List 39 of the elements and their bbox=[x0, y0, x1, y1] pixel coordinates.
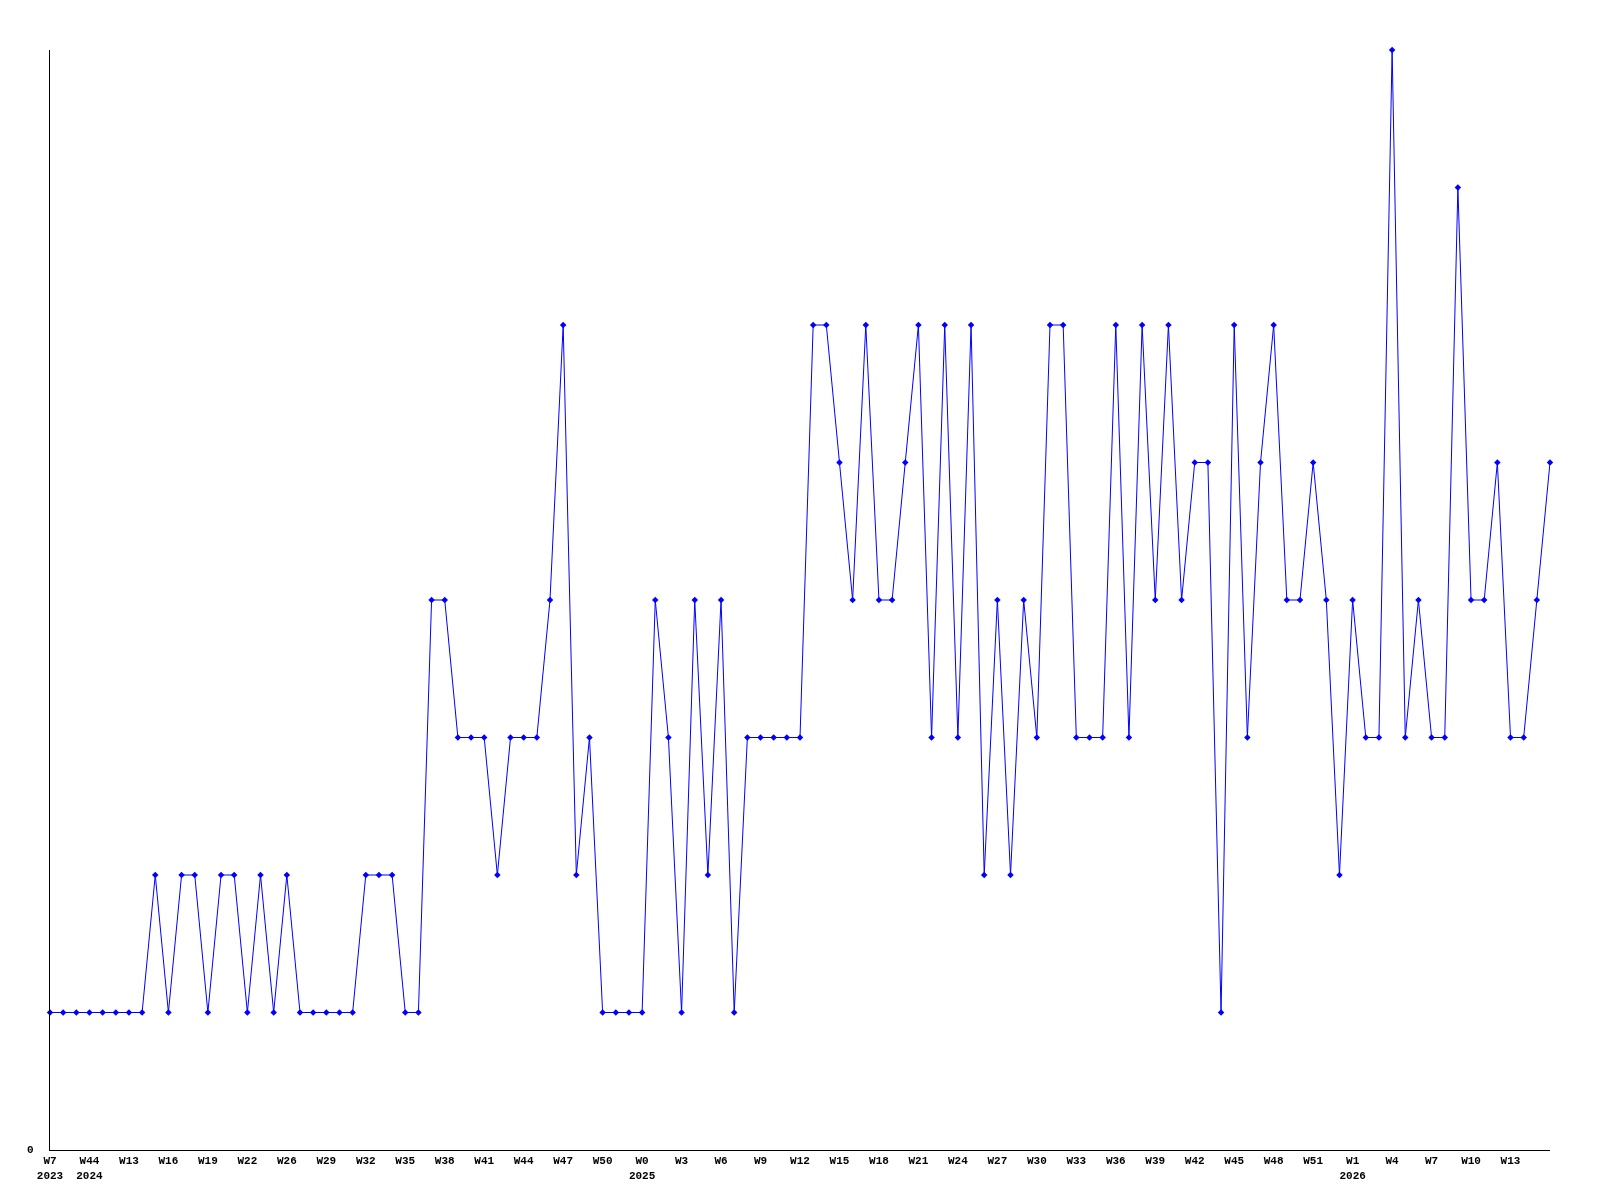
x-tick-label: W44 2024 bbox=[76, 1155, 104, 1182]
x-tick-label: W27 bbox=[987, 1155, 1008, 1168]
x-tick-label: W26 bbox=[276, 1155, 297, 1168]
x-tick-label: W13 bbox=[1500, 1155, 1521, 1168]
x-tick-label: W24 bbox=[947, 1155, 969, 1168]
x-tick-label: W3 bbox=[674, 1155, 689, 1168]
x-tick-label: W6 bbox=[714, 1155, 728, 1168]
x-tick-label: W35 bbox=[395, 1155, 416, 1168]
x-tick-label: W10 bbox=[1461, 1155, 1481, 1168]
x-tick-label: W4 bbox=[1385, 1155, 1400, 1168]
x-tick-label: W51 bbox=[1303, 1155, 1324, 1168]
x-tick-label: W36 bbox=[1105, 1155, 1126, 1168]
x-tick-label: W45 bbox=[1224, 1155, 1245, 1168]
x-tick-label: W21 bbox=[908, 1155, 929, 1168]
x-tick-label: W41 bbox=[474, 1155, 495, 1168]
x-tick-label: W22 bbox=[237, 1155, 258, 1168]
x-tick-label: W18 bbox=[869, 1155, 890, 1168]
x-tick-label: W9 bbox=[753, 1155, 768, 1168]
x-tick-label: W7 bbox=[1424, 1155, 1439, 1168]
x-tick-label: W32 bbox=[355, 1155, 376, 1168]
x-tick-label: W47 bbox=[553, 1155, 574, 1168]
x-tick-label: W7 2023 bbox=[36, 1155, 64, 1182]
x-tick-label: W38 bbox=[434, 1155, 456, 1168]
x-tick-label: W13 bbox=[119, 1155, 140, 1168]
x-tick-label: W44 bbox=[513, 1155, 534, 1168]
x-tick-label: W1 2026 bbox=[1339, 1155, 1366, 1182]
x-tick-label: W48 bbox=[1263, 1155, 1284, 1168]
x-tick-label: W42 bbox=[1184, 1155, 1205, 1168]
x-tick-label: W39 bbox=[1145, 1155, 1166, 1168]
x-tick-label: W16 bbox=[158, 1155, 179, 1168]
text: 0 bbox=[27, 1144, 34, 1156]
x-tick-label: W29 bbox=[316, 1155, 337, 1168]
x-tick-label: W50 bbox=[592, 1155, 613, 1168]
x-tick-label: W12 bbox=[790, 1155, 810, 1168]
x-tick-label: W19 bbox=[197, 1155, 218, 1168]
x-tick-label: W15 bbox=[829, 1155, 850, 1168]
x-tick-label: W33 bbox=[1066, 1155, 1087, 1168]
x-tick-label: W0 2025 bbox=[628, 1155, 656, 1182]
x-tick-label: W30 bbox=[1026, 1155, 1047, 1168]
